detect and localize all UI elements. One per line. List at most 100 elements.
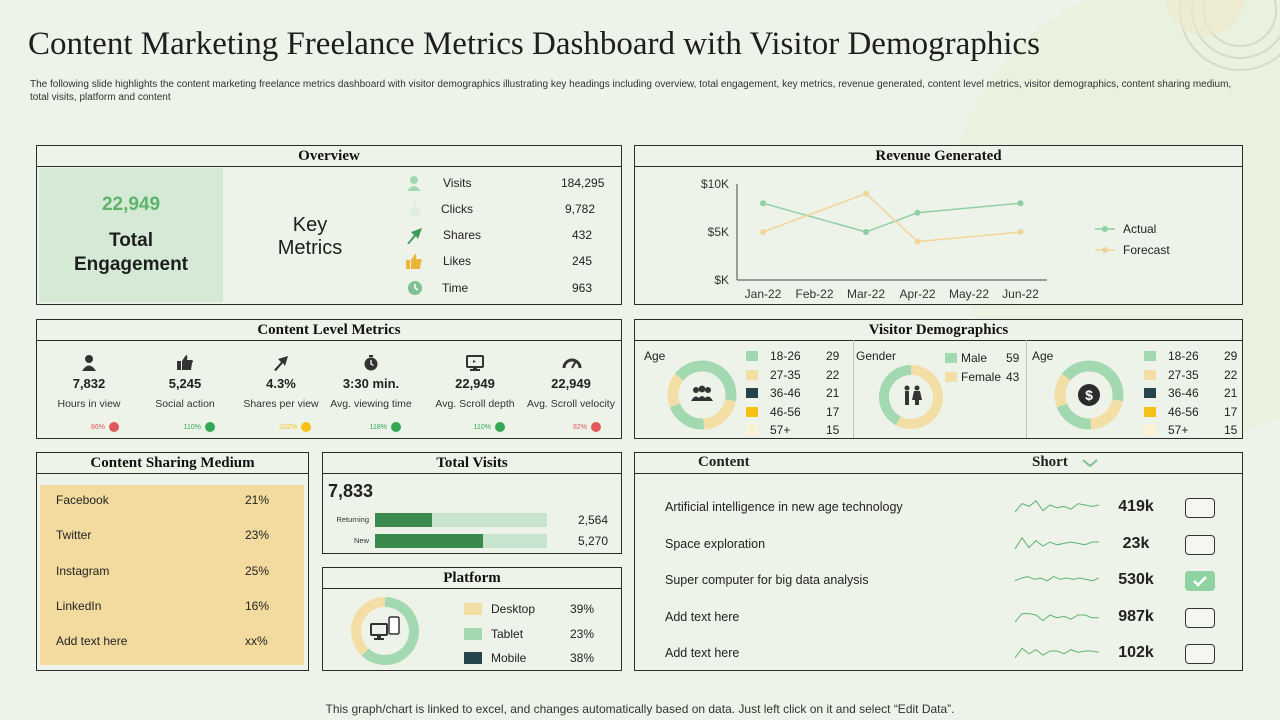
age-value: 15 [1224, 423, 1238, 437]
gender-donut-chart [879, 365, 943, 429]
content-metric-value: 3:30 min. [342, 376, 400, 391]
status-dot [301, 422, 311, 432]
metric-row-clicks: Clicks 9,782 [403, 200, 613, 220]
page-title: Content Marketing Freelance Metrics Dash… [28, 26, 1040, 62]
content-checkbox[interactable] [1185, 498, 1215, 518]
content-value: 530k [1118, 571, 1154, 589]
content-row: Add text here 102k [635, 644, 1242, 668]
metric-row-visits: Visits 184,295 [403, 174, 613, 194]
sparkline [1015, 612, 1099, 623]
content-metric-item: 3:30 min. Avg. viewing time 118% [323, 354, 419, 434]
age-value: 15 [826, 423, 840, 437]
age-value: 21 [826, 386, 840, 400]
legend-swatch [1144, 369, 1156, 380]
content-text: Add text here [665, 646, 740, 661]
divider [853, 340, 854, 438]
visitor-demographics-panel: Visitor Demographics Age Gender Age $ 18… [634, 319, 1243, 439]
age-label-2: Age [1032, 349, 1054, 363]
content-checkbox[interactable] [1185, 571, 1215, 592]
series-line-actual [762, 202, 1021, 233]
chevron-down-icon[interactable] [1082, 458, 1098, 468]
age-legend-row: 57+ 15 [746, 423, 866, 437]
metric-value: 963 [572, 281, 593, 295]
y-tick-label: $K [714, 273, 729, 287]
gender-value: 43 [1006, 370, 1020, 384]
donut-segment [669, 403, 705, 430]
platform-label: Desktop [491, 602, 536, 616]
content-row: Artificial intelligence in new age techn… [635, 498, 1242, 522]
content-metric-item: 5,245 Social action 110% [137, 354, 233, 434]
donut-segment [361, 648, 407, 665]
short-sort-label[interactable]: Short [1032, 454, 1068, 470]
age-value: 22 [826, 367, 840, 382]
data-point-forecast [914, 238, 921, 245]
metric-label: Likes [443, 254, 472, 268]
key-metrics-line-2: Metrics [277, 237, 343, 259]
legend-swatch [1144, 351, 1156, 361]
visits-row-label: Returning [336, 515, 369, 524]
status-dot [391, 422, 401, 432]
platform-swatch [464, 627, 482, 640]
user-icon [407, 176, 421, 191]
content-checkbox[interactable] [1185, 607, 1215, 628]
x-tick-label: Feb-22 [795, 287, 833, 301]
footer-note: This graph/chart is linked to excel, and… [325, 702, 955, 716]
donut-segment [1056, 403, 1092, 430]
visits-row-label: New [353, 536, 369, 545]
sharing-row: Twitter 23% [40, 528, 304, 544]
visits-row-value: 2,564 [578, 513, 609, 527]
age-value: 29 [826, 349, 840, 363]
sharing-row: Add text here xx% [40, 634, 304, 650]
legend-label-actual: Actual [1123, 222, 1157, 236]
visits-bar-fill [375, 534, 483, 548]
age-range: 27-35 [770, 367, 801, 382]
platform-value: 39% [570, 602, 595, 616]
gender-label: Female [961, 370, 1002, 384]
legend-swatch [746, 351, 758, 361]
legend-swatch [945, 372, 957, 382]
content-checkbox[interactable] [1185, 644, 1215, 665]
content-level-panel: Content Level Metrics 7,832 Hours in view… [36, 319, 622, 439]
metric-row-likes: Likes 245 [403, 252, 613, 272]
thumbs-up-icon [406, 254, 422, 269]
sparkline-path [1015, 536, 1099, 549]
age-legend-row: 36-46 21 [1144, 386, 1264, 400]
y-tick-label: $5K [708, 225, 729, 239]
content-level-title: Content Level Metrics [37, 320, 621, 341]
content-text: Super computer for big data analysis [665, 573, 869, 588]
content-checkbox[interactable] [1185, 534, 1215, 555]
sparkline-path [1015, 612, 1099, 623]
content-value: 23k [1122, 534, 1150, 552]
overview-panel: Overview 22,949 Total Engagement Key Met… [36, 145, 622, 305]
metric-row-shares: Shares 432 [403, 226, 613, 246]
legend-swatch [746, 388, 758, 398]
page-subtitle: The following slide highlights the conte… [30, 79, 1232, 103]
engagement-label-1: Total [109, 230, 153, 251]
group-icon [691, 385, 713, 401]
age-donut-chart [667, 360, 737, 430]
donut-segment [701, 360, 737, 402]
metric-value: 184,295 [561, 176, 605, 190]
gender-value: 59 [1006, 351, 1020, 365]
sharing-name: Facebook [56, 493, 109, 507]
age-range: 18-26 [770, 349, 801, 363]
sharing-value: 23% [245, 528, 270, 543]
status-dot [495, 422, 505, 432]
legend-label-forecast: Forecast [1123, 243, 1170, 257]
sharing-row: LinkedIn 16% [40, 599, 304, 615]
content-metric-pct: 82% [572, 424, 587, 431]
devices-icon [370, 616, 400, 640]
age-legend-row: 57+ 15 [1144, 423, 1264, 437]
divider [1026, 340, 1027, 438]
legend-swatch [746, 425, 758, 435]
content-text: Artificial intelligence in new age techn… [665, 500, 903, 514]
sparkline [1015, 536, 1099, 549]
content-metric-label: Avg. viewing time [330, 398, 412, 410]
content-metric-pct: 102% [279, 424, 297, 431]
data-point-actual [760, 200, 766, 207]
metric-row-time: Time 963 [403, 279, 613, 299]
content-metric-label: Social action [155, 398, 215, 410]
age-donut-chart-2 [1054, 360, 1124, 430]
age-value: 17 [826, 404, 840, 419]
platform-title: Platform [323, 568, 621, 589]
